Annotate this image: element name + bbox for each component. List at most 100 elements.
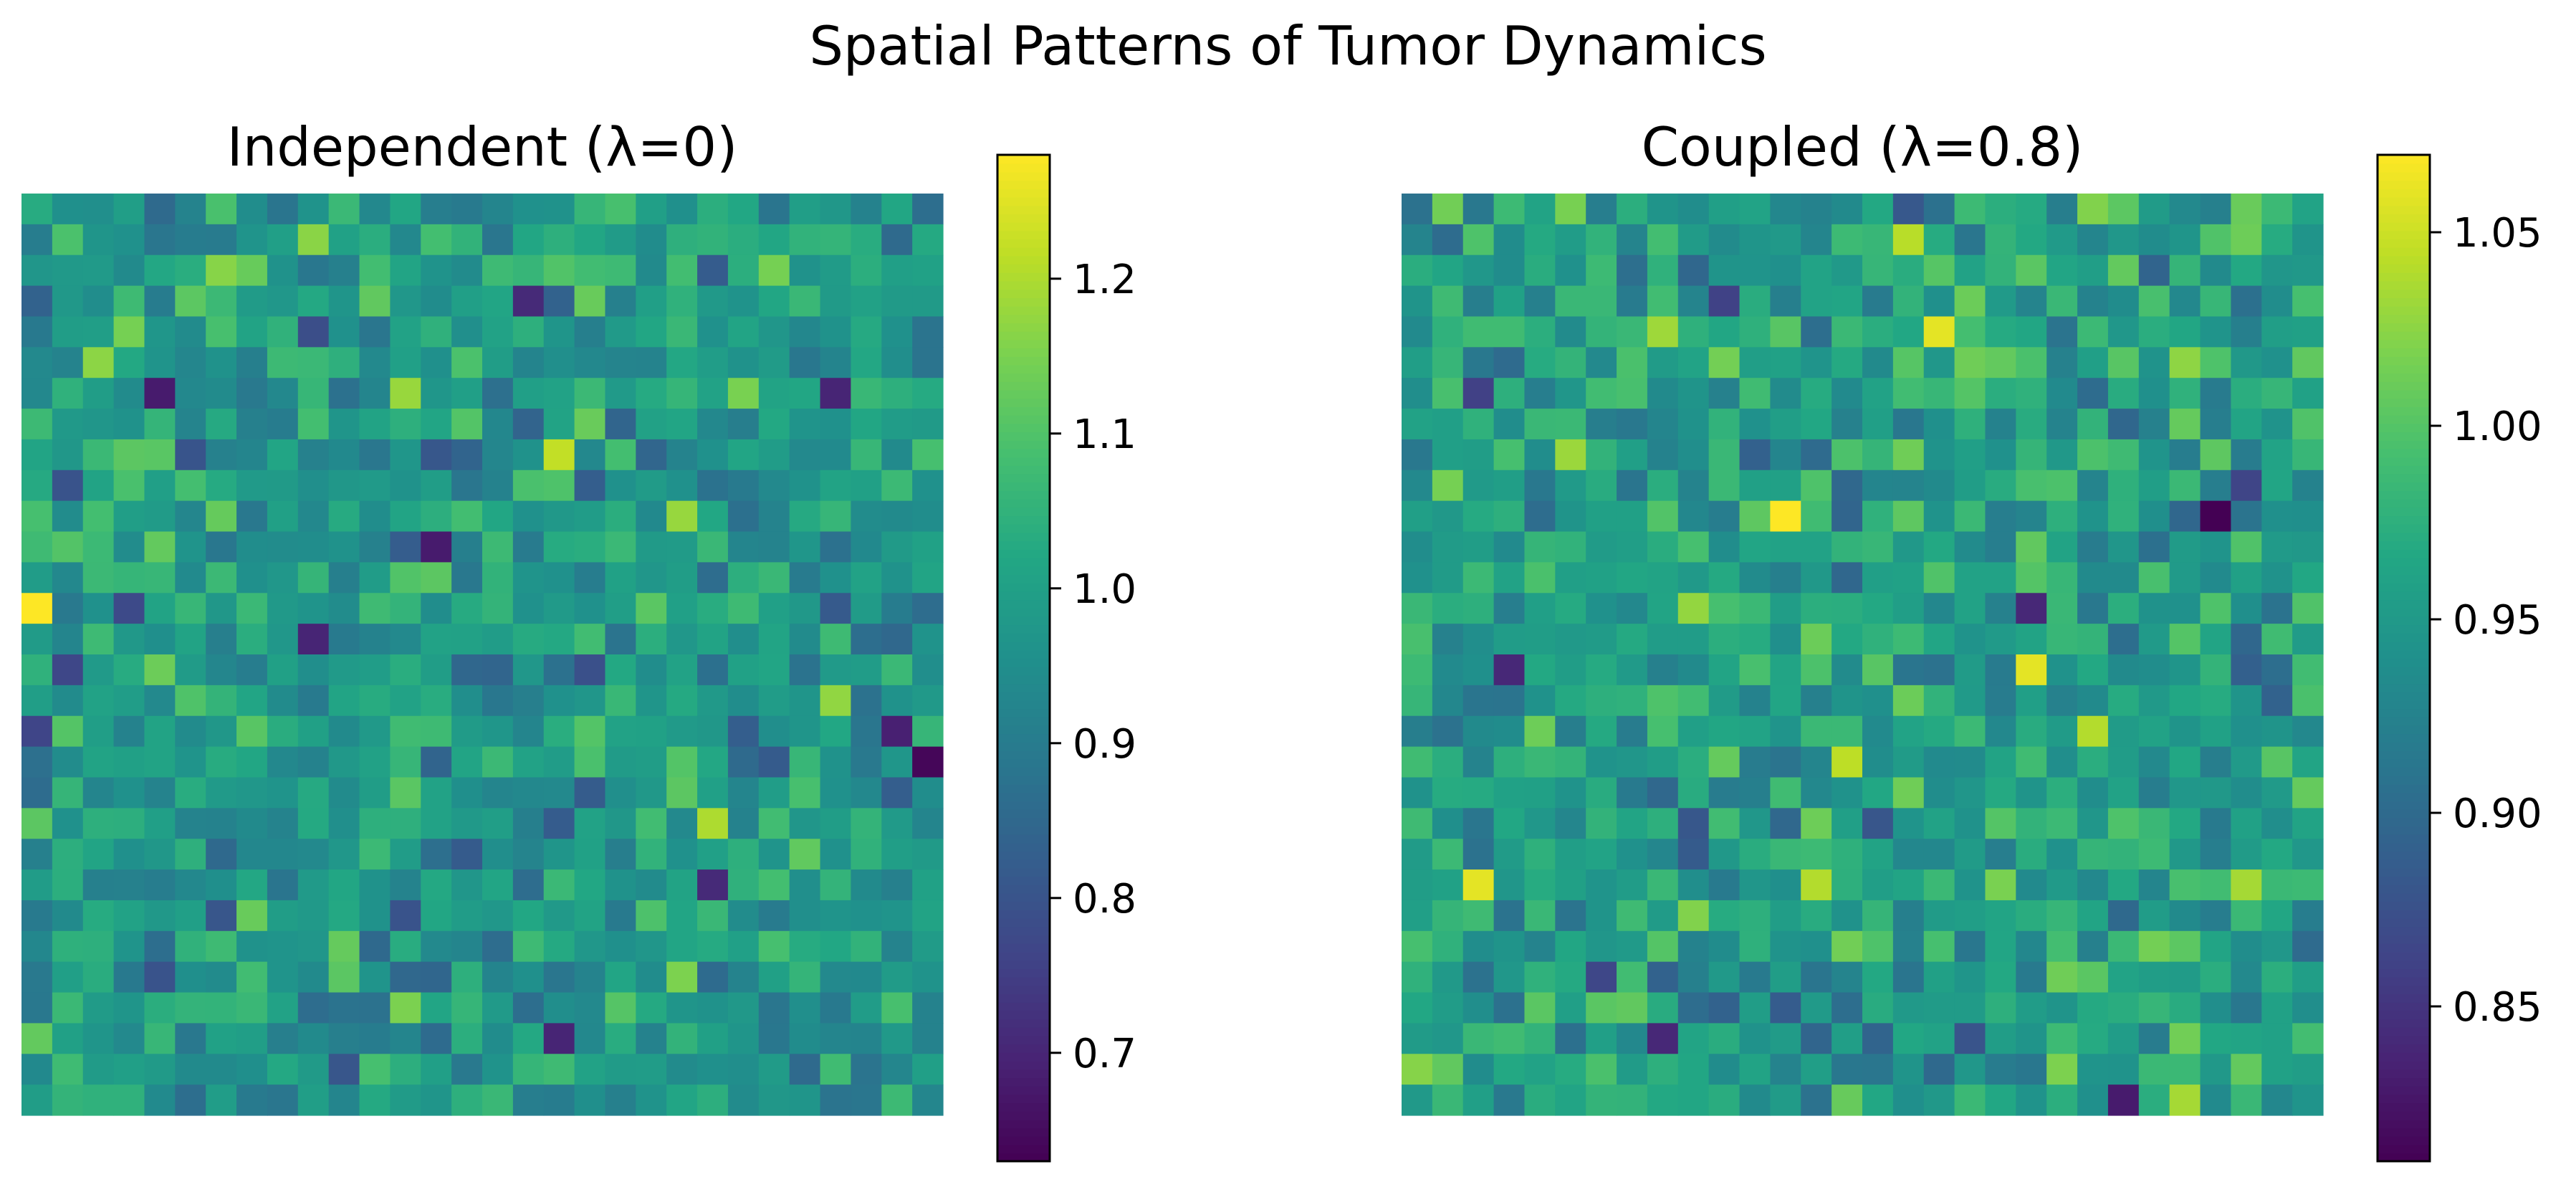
left-heatmap-cell: [727, 746, 760, 778]
right-heatmap-cell: [1677, 961, 1710, 993]
left-heatmap-cell: [359, 869, 391, 901]
left-heatmap-cell: [636, 1085, 667, 1116]
right-heatmap-cell: [1647, 378, 1679, 409]
left-heatmap-cell: [175, 439, 206, 471]
right-heatmap-cell: [1923, 1085, 1955, 1116]
left-heatmap-cell: [697, 254, 729, 287]
right-heatmap-cell: [1677, 624, 1710, 655]
right-heatmap-cell: [1647, 715, 1679, 748]
right-heatmap-cell: [1892, 347, 1925, 378]
left-heatmap-cell: [390, 224, 421, 256]
left-heatmap-cell: [236, 900, 268, 932]
left-heatmap-cell: [267, 593, 299, 624]
left-colorbar-segment: [997, 1001, 1050, 1011]
left-colorbar-segment: [997, 482, 1050, 491]
left-heatmap-cell: [851, 900, 882, 932]
left-heatmap-cell: [206, 869, 237, 901]
right-heatmap-cell: [2261, 624, 2293, 655]
left-heatmap-cell: [390, 347, 421, 378]
right-colorbar-frame: [2376, 153, 2431, 1163]
right-heatmap-cell: [2077, 808, 2109, 839]
right-heatmap-cell: [1432, 285, 1464, 318]
left-heatmap-cell: [727, 470, 760, 502]
right-heatmap-cell: [1586, 254, 1617, 287]
left-heatmap-cell: [636, 685, 667, 717]
left-heatmap-cell: [851, 500, 882, 533]
left-heatmap-cell: [206, 1054, 237, 1085]
right-heatmap-cell: [2046, 194, 2078, 225]
right-heatmap-cell: [1647, 746, 1679, 778]
left-heatmap-cell: [605, 531, 636, 563]
left-heatmap-cell: [605, 624, 636, 655]
right-heatmap-cell: [1892, 562, 1925, 594]
left-heatmap-cell: [82, 900, 115, 932]
right-colorbar-segment: [2378, 876, 2430, 885]
right-heatmap-cell: [2261, 378, 2293, 409]
left-heatmap-cell: [666, 839, 698, 870]
left-heatmap-cell: [851, 1023, 882, 1054]
left-heatmap-cell: [758, 224, 790, 256]
right-heatmap-cell: [1770, 470, 1801, 502]
left-heatmap-cell: [482, 930, 514, 963]
left-heatmap-cell: [144, 992, 176, 1024]
right-heatmap-cell: [1462, 347, 1495, 378]
right-heatmap-cell: [1555, 531, 1586, 563]
right-heatmap-cell: [1586, 1023, 1617, 1054]
right-heatmap-cell: [2016, 194, 2047, 225]
left-heatmap-cell: [267, 624, 299, 655]
left-heatmap-cell: [574, 224, 606, 256]
left-heatmap-cell: [727, 685, 760, 717]
right-colorbar-segment: [2378, 213, 2430, 223]
left-heatmap-cell: [113, 378, 145, 409]
right-heatmap-cell: [1432, 470, 1464, 502]
right-heatmap-cell: [1770, 900, 1801, 932]
right-heatmap-cell: [2046, 531, 2078, 563]
right-heatmap-cell: [2292, 777, 2324, 809]
left-heatmap-cell: [267, 930, 299, 963]
left-heatmap-cell: [82, 624, 115, 655]
left-heatmap-cell: [451, 900, 483, 932]
left-heatmap-cell: [451, 347, 483, 378]
left-heatmap-cell: [236, 808, 268, 839]
left-heatmap-cell: [390, 930, 421, 963]
left-heatmap-cell: [175, 777, 206, 809]
left-heatmap-cell: [820, 961, 851, 993]
left-heatmap-cell: [52, 500, 84, 533]
right-heatmap-cell: [1402, 685, 1433, 717]
right-heatmap-cell: [1954, 839, 1986, 870]
left-colorbar-segment: [997, 1044, 1050, 1053]
left-heatmap-cell: [236, 285, 268, 318]
left-heatmap-cell: [851, 624, 882, 655]
right-heatmap-cell: [1402, 347, 1433, 378]
left-heatmap-cell: [359, 900, 391, 932]
left-colorbar-segment: [997, 180, 1050, 189]
left-heatmap-cell: [636, 224, 667, 256]
right-heatmap-cell: [2292, 930, 2324, 963]
right-heatmap-cell: [1862, 869, 1894, 901]
left-heatmap-cell: [175, 808, 206, 839]
left-heatmap-cell: [789, 562, 821, 594]
right-heatmap-cell: [1954, 869, 1986, 901]
left-heatmap-cell: [390, 194, 421, 225]
left-heatmap-cell: [881, 531, 913, 563]
left-colorbar-segment: [997, 356, 1050, 366]
right-heatmap-cell: [1677, 685, 1710, 717]
right-heatmap-cell: [1892, 654, 1925, 686]
left-heatmap-cell: [297, 254, 330, 287]
right-heatmap-cell: [2107, 839, 2140, 870]
left-heatmap-cell: [574, 254, 606, 287]
left-heatmap-cell: [666, 808, 698, 839]
right-heatmap-cell: [1493, 869, 1526, 901]
left-heatmap-cell: [267, 1023, 299, 1054]
right-heatmap-cell: [2169, 378, 2201, 409]
right-heatmap-cell: [2169, 992, 2201, 1024]
right-heatmap-cell: [2107, 500, 2140, 533]
right-heatmap-cell: [1708, 992, 1741, 1024]
right-heatmap-cell: [1770, 869, 1801, 901]
right-heatmap-cell: [2138, 839, 2170, 870]
right-colorbar-segment: [2378, 742, 2430, 751]
left-heatmap-cell: [512, 808, 545, 839]
right-heatmap-cell: [1985, 1085, 2016, 1116]
right-colorbar-segment: [2378, 641, 2430, 651]
left-heatmap-cell: [328, 624, 360, 655]
